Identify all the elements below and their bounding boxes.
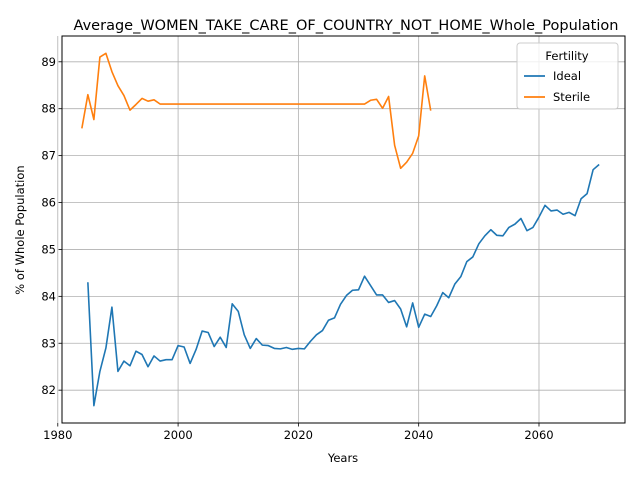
y-tick-label: 82 bbox=[41, 383, 56, 397]
x-tick-label: 2020 bbox=[284, 428, 313, 442]
legend-label-ideal: Ideal bbox=[553, 69, 581, 83]
y-tick-label: 89 bbox=[41, 55, 56, 69]
y-tick-label: 83 bbox=[41, 336, 56, 350]
x-tick-label: 2040 bbox=[404, 428, 433, 442]
legend-title: Fertility bbox=[545, 49, 588, 63]
chart-title: Average_WOMEN_TAKE_CARE_OF_COUNTRY_NOT_H… bbox=[74, 18, 619, 34]
legend: Fertility Ideal Sterile bbox=[517, 43, 618, 109]
y-tick-label: 87 bbox=[41, 149, 56, 163]
y-axis-label: % of Whole Population bbox=[13, 165, 27, 294]
x-tick-label: 2060 bbox=[524, 428, 553, 442]
x-tick-label: 2000 bbox=[163, 428, 192, 442]
x-tick-label: 1980 bbox=[43, 428, 72, 442]
y-tick-label: 84 bbox=[41, 289, 56, 303]
y-tick-label: 88 bbox=[41, 102, 56, 116]
y-tick-label: 85 bbox=[41, 242, 56, 256]
x-axis-label: Years bbox=[327, 451, 358, 465]
legend-label-sterile: Sterile bbox=[553, 90, 590, 104]
y-tick-label: 86 bbox=[41, 196, 56, 210]
